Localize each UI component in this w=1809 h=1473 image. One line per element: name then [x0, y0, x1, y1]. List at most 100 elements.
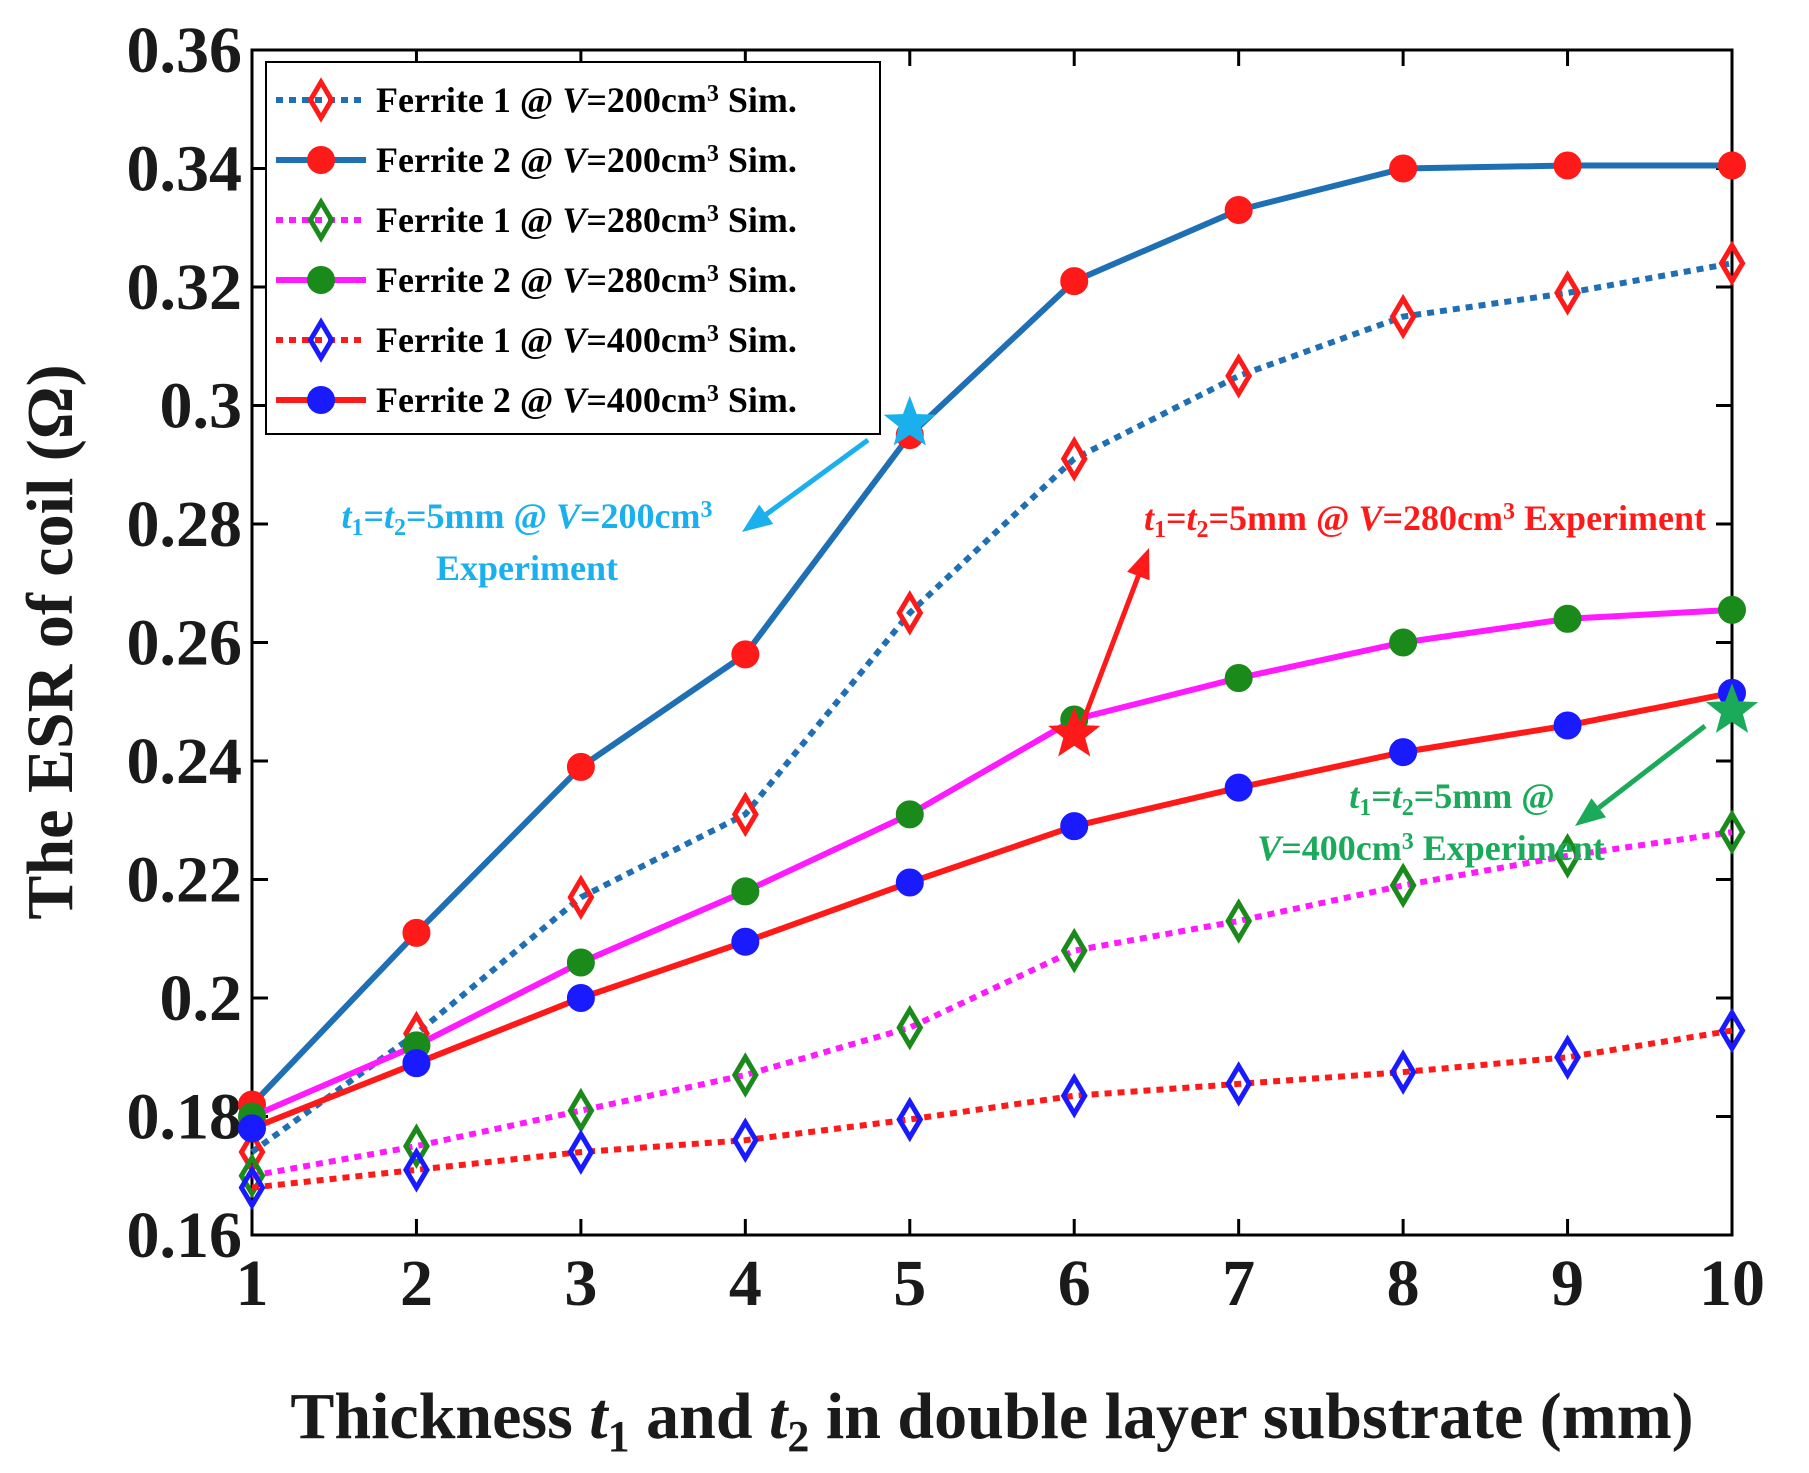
data-point-ferrite2-v280	[1389, 628, 1418, 657]
data-point-ferrite2-v400	[731, 927, 760, 956]
series-ferrite1-v200	[238, 240, 1746, 1175]
data-point-ferrite1-v200	[1718, 240, 1746, 287]
legend-label: Ferrite 1 @ V=280cm3 Sim.	[376, 200, 797, 240]
data-point-ferrite1-v400	[1718, 1007, 1746, 1054]
data-point-ferrite2-v400	[238, 1114, 266, 1143]
legend-item-ferrite1-v400: Ferrite 1 @ V=400cm3 Sim.	[276, 317, 797, 363]
data-point-ferrite2-v280	[1718, 595, 1746, 624]
data-point-ferrite1-v280	[238, 1152, 266, 1199]
y-tick-label: 0.18	[127, 1081, 243, 1154]
x-tick-label: 3	[564, 1247, 597, 1320]
y-tick-label: 0.22	[127, 844, 243, 917]
annotation-text-exp-v200: t1=t2=5mm @ V=200cm3	[341, 496, 712, 541]
y-tick-label: 0.32	[127, 251, 243, 324]
data-point-ferrite1-v400	[403, 1147, 430, 1193]
legend-swatch-marker	[307, 197, 335, 243]
x-tick-label: 2	[400, 1247, 433, 1320]
data-point-ferrite1-v200	[1225, 353, 1253, 399]
data-point-ferrite2-v400	[402, 1049, 431, 1078]
series-line-ferrite1-v280	[251, 829, 1733, 1179]
data-point-ferrite2-v400	[566, 984, 595, 1012]
experiment-exp-v200: t1=t2=5mm @ V=200cm3 Experiment	[341, 395, 936, 588]
data-point-ferrite1-v200	[1554, 270, 1581, 316]
annotation-arrow-exp-v400-shaft	[1597, 724, 1707, 810]
x-tick-label: 10	[1699, 1247, 1765, 1320]
y-tick-label: 0.28	[127, 488, 243, 561]
y-tick-label: 0.34	[127, 133, 243, 206]
data-point-ferrite2-v200	[566, 752, 595, 781]
data-point-ferrite2-v200	[1224, 195, 1253, 224]
series-line-ferrite2-v200	[249, 162, 1732, 1107]
series-line-ferrite1-v200	[250, 260, 1733, 1155]
annotation-text-exp-v280: t1=t2=5mm @ V=280cm3 Experiment	[1144, 498, 1706, 543]
legend-item-ferrite2-v200: Ferrite 2 @ V=200cm3 Sim.	[276, 140, 797, 180]
data-point-ferrite2-v200	[1553, 151, 1582, 180]
data-point-ferrite1-v200	[731, 791, 759, 838]
legend-swatch-marker	[307, 317, 335, 363]
data-point-ferrite2-v200	[1389, 154, 1418, 183]
data-point-ferrite2-v200	[1060, 267, 1089, 296]
legend-label: Ferrite 2 @ V=280cm3 Sim.	[376, 260, 797, 300]
annotation-arrow-exp-v400	[1575, 724, 1707, 826]
x-tick-label: 7	[1222, 1247, 1255, 1320]
data-point-ferrite2-v400	[1553, 711, 1582, 740]
legend-item-ferrite1-v280: Ferrite 1 @ V=280cm3 Sim.	[276, 197, 797, 243]
series-line-ferrite1-v400	[251, 1027, 1733, 1191]
annotation-text-exp-v200: Experiment	[436, 548, 618, 588]
experiment-star-exp-v280	[1048, 706, 1101, 757]
data-point-ferrite2-v400	[1060, 812, 1089, 841]
annotation-arrow-exp-v200	[742, 437, 870, 532]
data-point-ferrite2-v200	[731, 640, 760, 669]
experiment-star-exp-v200	[883, 395, 936, 446]
y-tick-label: 0.16	[127, 1199, 243, 1272]
data-point-ferrite1-v400	[731, 1117, 759, 1163]
legend-label: Ferrite 2 @ V=400cm3 Sim.	[376, 380, 797, 420]
y-tick-label: 0.26	[127, 607, 243, 680]
legend-label: Ferrite 1 @ V=200cm3 Sim.	[376, 80, 797, 120]
y-tick-label: 0.36	[127, 14, 243, 87]
data-point-ferrite1-v400	[567, 1129, 595, 1175]
x-tick-label: 9	[1551, 1247, 1584, 1320]
data-point-ferrite1-v400	[1554, 1034, 1581, 1081]
x-tick-label: 1	[236, 1247, 269, 1320]
x-tick-label: 6	[1058, 1247, 1091, 1320]
x-axis-title: Thickness t1 and t2 in double layer subs…	[290, 1380, 1693, 1461]
data-point-ferrite1-v200	[567, 874, 595, 921]
experiment-exp-v280: t1=t2=5mm @ V=280cm3 Experiment	[1048, 498, 1706, 757]
data-point-ferrite1-v280	[1060, 927, 1088, 974]
y-tick-label: 0.24	[127, 725, 243, 798]
annotation-arrow-exp-v400-head	[1575, 798, 1607, 826]
data-point-ferrite1-v280	[1225, 898, 1253, 944]
data-point-ferrite2-v200	[1718, 151, 1746, 180]
data-point-ferrite1-v200	[1389, 293, 1417, 340]
data-point-ferrite1-v400	[1389, 1049, 1417, 1095]
experiment-exp-v400: t1=t2=5mm @ V=400cm3 Experiment	[1257, 683, 1759, 868]
series-line-ferrite2-v280	[250, 606, 1733, 1120]
legend-box	[265, 61, 881, 435]
series-line-ferrite2-v400	[250, 689, 1733, 1132]
data-point-ferrite1-v280	[403, 1123, 430, 1169]
legend-swatch-marker	[307, 146, 335, 174]
data-point-ferrite1-v200	[896, 590, 924, 636]
data-point-ferrite1-v280	[567, 1087, 595, 1134]
data-point-ferrite1-v400	[1060, 1072, 1088, 1119]
series-ferrite2-v280	[238, 595, 1746, 1131]
data-point-ferrite1-v400	[238, 1164, 266, 1211]
data-point-ferrite1-v280	[1554, 833, 1581, 879]
data-point-ferrite1-v400	[896, 1096, 924, 1143]
data-point-ferrite2-v400	[1224, 773, 1253, 802]
legend-swatch-marker	[307, 77, 335, 123]
data-point-ferrite2-v280	[566, 948, 595, 977]
x-tick-label: 5	[893, 1247, 926, 1320]
data-point-ferrite2-v200	[402, 918, 431, 947]
legend-label: Ferrite 1 @ V=400cm3 Sim.	[376, 320, 797, 360]
data-point-ferrite1-v400	[1225, 1061, 1253, 1107]
annotation-text-exp-v400: V=400cm3 Experiment	[1257, 828, 1604, 868]
legend-swatch-marker	[307, 386, 335, 414]
y-axis-title: The ESR of coil (Ω)	[14, 364, 87, 919]
experiment-star-exp-v400	[1705, 683, 1759, 733]
data-point-ferrite2-v400	[895, 868, 924, 897]
annotation-arrow-exp-v280-shaft	[1076, 575, 1141, 733]
series-ferrite2-v400	[238, 678, 1746, 1143]
